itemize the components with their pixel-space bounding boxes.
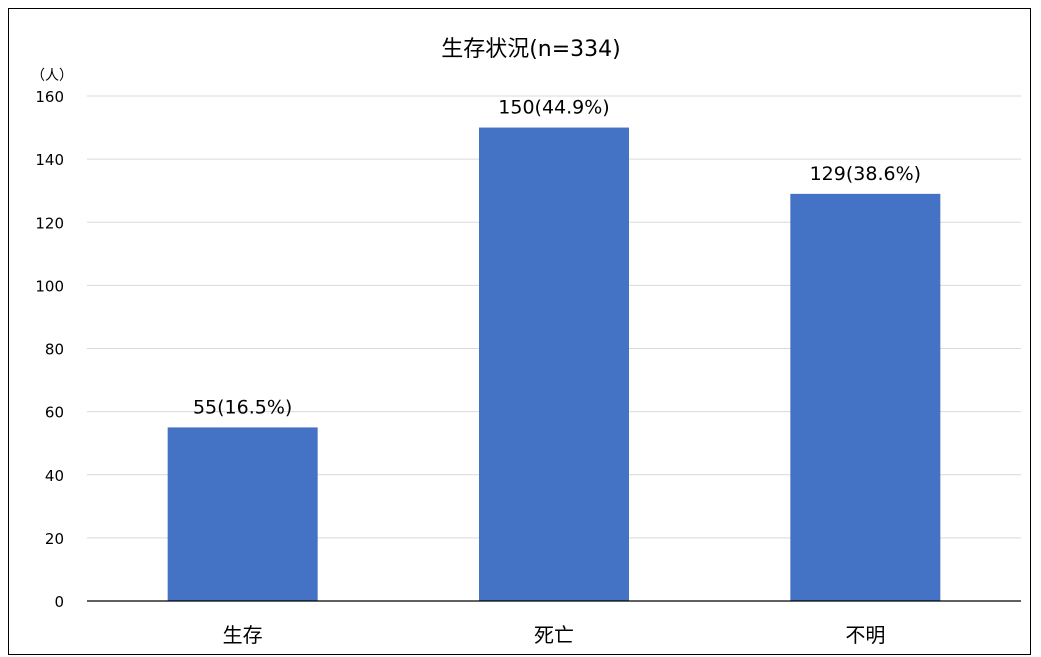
bar-1 [167, 427, 318, 601]
y-axis-ticks: 0 20 40 60 80 100 120 140 160 [35, 88, 64, 611]
y-tick-label: 80 [45, 341, 64, 359]
x-tick-label: 不明 [845, 623, 885, 647]
data-label: 150(44.9%) [498, 97, 609, 119]
chart-title: 生存状況(n=334) [441, 37, 621, 62]
y-tick-label: 160 [35, 88, 64, 106]
y-tick-label: 0 [54, 593, 64, 611]
y-tick-label: 40 [45, 467, 64, 485]
y-tick-label: 100 [35, 277, 64, 295]
x-axis-ticks: 生存 死亡 不明 [223, 623, 886, 647]
bars [167, 127, 941, 601]
y-tick-label: 60 [45, 404, 64, 422]
x-tick-label: 死亡 [534, 623, 574, 647]
data-label: 55(16.5%) [193, 396, 292, 418]
bar-2 [479, 127, 629, 601]
x-tick-label: 生存 [223, 623, 263, 647]
y-tick-label: 140 [35, 151, 64, 169]
data-label: 129(38.6%) [810, 163, 921, 185]
y-axis-unit-label: （人） [31, 68, 73, 84]
data-labels: 55(16.5%) 150(44.9%) 129(38.6%) [193, 97, 921, 419]
bar-3 [790, 193, 941, 601]
y-tick-label: 120 [35, 214, 64, 232]
y-tick-label: 20 [45, 530, 64, 548]
